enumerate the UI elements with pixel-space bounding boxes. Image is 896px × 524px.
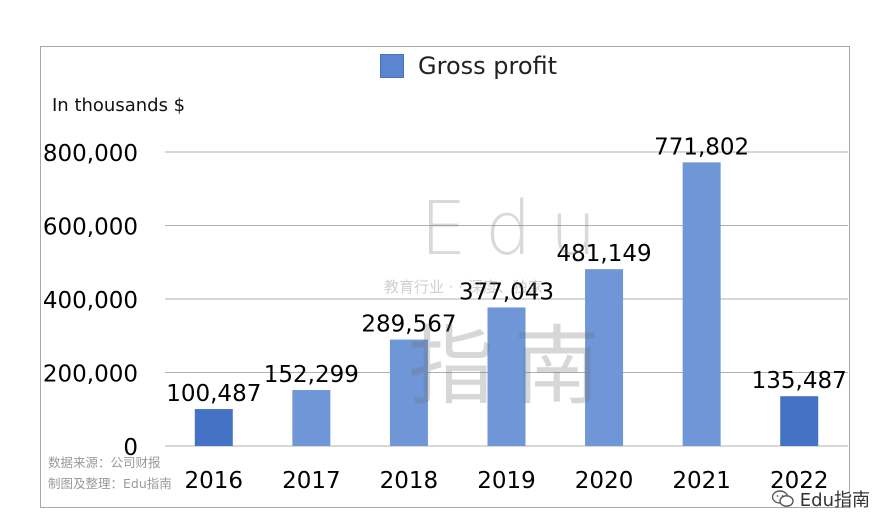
data-label: 100,487 — [166, 381, 261, 407]
bar — [487, 307, 526, 446]
x-tick-label: 2019 — [477, 468, 536, 494]
watermark-edu: Edu — [420, 186, 615, 272]
data-label: 481,149 — [557, 241, 652, 267]
watermark-tagline: 教育行业 · · 深度、独家 — [384, 278, 543, 296]
x-tick-label: 2016 — [185, 468, 244, 494]
y-tick-label: 600,000 — [43, 215, 138, 241]
bar — [585, 269, 624, 446]
bar — [194, 409, 233, 446]
y-tick-label: 400,000 — [43, 288, 138, 314]
data-label: 289,567 — [361, 312, 456, 338]
legend-swatch — [380, 54, 404, 78]
y-tick-label: 200,000 — [43, 362, 138, 388]
x-tick-label: 2017 — [282, 468, 341, 494]
wechat-icon — [771, 490, 794, 508]
x-tick-label: 2022 — [770, 468, 829, 494]
bar — [389, 339, 428, 446]
data-label: 377,043 — [459, 279, 554, 305]
chart-legend: Gross profit — [380, 52, 557, 80]
data-label: 152,299 — [264, 362, 359, 388]
brand-badge: Edu指南 — [771, 486, 870, 512]
watermark-cjk: 指南 — [408, 317, 620, 417]
bar — [292, 390, 331, 446]
y-tick-label: 0 — [123, 435, 138, 461]
x-tick-label: 2020 — [575, 468, 634, 494]
bar — [780, 396, 819, 446]
y-axis-unit-label: In thousands $ — [52, 95, 186, 116]
source-note-line2: 制图及整理：Edu指南 — [48, 476, 172, 491]
data-label: 771,802 — [654, 134, 749, 160]
bar — [682, 162, 721, 446]
x-tick-label: 2018 — [380, 468, 439, 494]
y-tick-label: 800,000 — [43, 141, 138, 167]
brand-badge-text: Edu指南 — [799, 490, 870, 511]
x-tick-label: 2021 — [672, 468, 731, 494]
data-label: 135,487 — [752, 368, 847, 394]
source-note-line1: 数据来源：公司财报 — [48, 455, 161, 470]
legend-label: Gross profit — [418, 52, 558, 80]
